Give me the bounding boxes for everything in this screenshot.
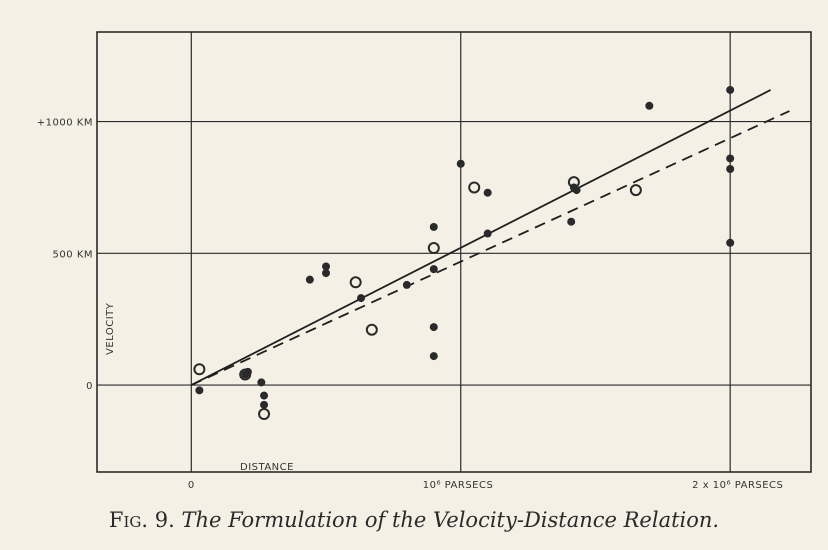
y-tick-label: 0	[86, 381, 93, 392]
data-point-filled	[402, 280, 411, 289]
data-point-filled	[195, 386, 204, 395]
data-point-filled	[305, 275, 314, 284]
data-point-filled	[456, 159, 465, 168]
data-point-filled	[357, 294, 366, 303]
data-point-open	[427, 242, 440, 255]
caption-prefix: Fig. 9.	[108, 508, 175, 532]
scatter-plot: 0 500 KM +1000 KM 0 10⁶ PARSECS 2 x 10⁶ PARSE…	[37, 31, 812, 491]
data-point-filled	[429, 323, 438, 332]
data-point-open	[258, 408, 271, 421]
fit-line-dashed	[190, 110, 790, 386]
data-point-filled	[260, 391, 269, 400]
data-point-open	[239, 368, 252, 381]
data-point-filled	[322, 262, 331, 271]
data-point-open	[629, 184, 642, 197]
y-tick-label: 500 KM	[53, 249, 93, 260]
data-point-filled	[726, 165, 735, 174]
data-point-filled	[257, 378, 266, 387]
data-point-open	[193, 363, 206, 376]
data-point-open	[468, 181, 481, 194]
x-tick-label: 10⁶ PARSECS	[423, 480, 494, 491]
data-point-filled	[726, 238, 735, 247]
x-tick-label: 0	[188, 480, 195, 491]
y-tick-label: +1000 KM	[37, 118, 93, 129]
y-axis-label: VELOCITY	[105, 302, 116, 355]
data-point-filled	[726, 154, 735, 163]
figure-caption: Fig. 9. The Formulation of the Velocity-…	[0, 508, 828, 532]
data-point-filled	[429, 222, 438, 231]
data-point-filled	[483, 188, 492, 197]
data-point-filled	[645, 101, 654, 110]
data-point-open	[365, 323, 378, 336]
data-point-filled	[429, 265, 438, 274]
data-point-open	[349, 276, 362, 289]
data-point-filled	[726, 85, 735, 94]
data-point-open	[567, 176, 580, 189]
data-point-filled	[567, 217, 576, 226]
x-tick-label: 2 x 10⁶ PARSECS	[692, 480, 783, 491]
plot-frame	[96, 31, 812, 473]
x-axis-label: DISTANCE	[240, 462, 294, 473]
caption-title: The Formulation of the Velocity-Distance…	[181, 508, 720, 532]
fit-line-solid	[190, 89, 771, 386]
data-point-filled	[483, 229, 492, 238]
data-point-filled	[322, 269, 331, 278]
data-point-filled	[260, 400, 269, 409]
data-point-filled	[429, 352, 438, 361]
